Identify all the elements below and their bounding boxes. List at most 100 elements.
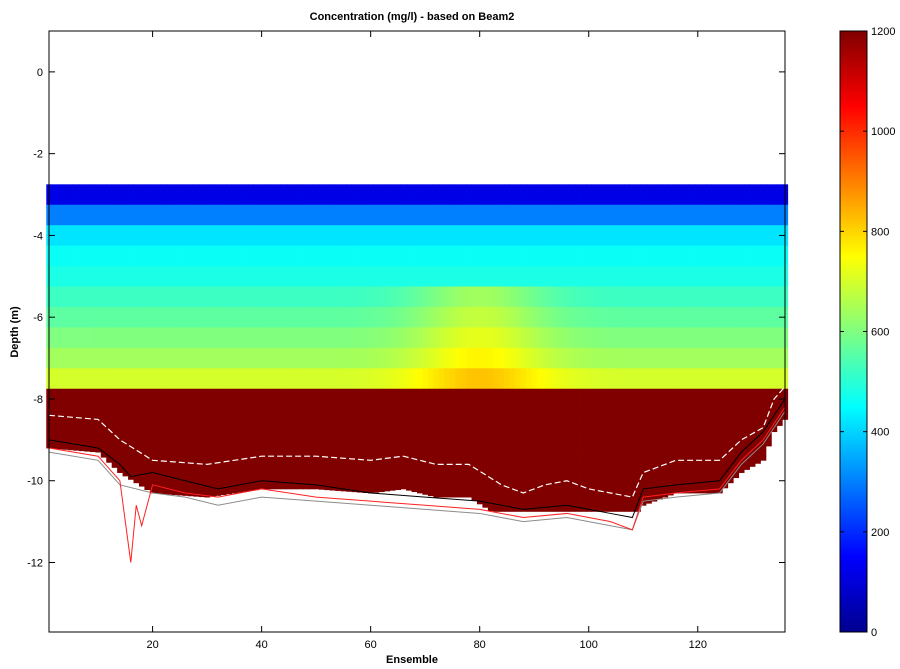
heatmap-cell: [526, 450, 532, 471]
heatmap-cell: [471, 347, 478, 369]
heatmap-cell: [100, 204, 107, 226]
heatmap-cell: [667, 347, 674, 369]
heatmap-cell: [591, 368, 598, 390]
heatmap-cell: [498, 368, 505, 390]
heatmap-cell: [231, 429, 238, 451]
heatmap-cell: [111, 388, 118, 410]
heatmap-cell: [755, 184, 761, 206]
heatmap-cell: [596, 266, 603, 287]
heatmap-cell: [678, 327, 685, 349]
heatmap-cell: [106, 388, 113, 410]
heatmap-cell: [253, 266, 260, 287]
heatmap-cell: [749, 286, 756, 308]
heatmap-cell: [667, 368, 674, 390]
heatmap-cell: [711, 245, 718, 267]
heatmap-cell: [209, 490, 216, 497]
heatmap-cell: [269, 409, 276, 431]
heatmap-cell: [700, 306, 707, 328]
heatmap-cell: [318, 429, 325, 451]
heatmap-cell: [226, 286, 233, 308]
heatmap-cell: [378, 368, 385, 390]
heatmap-cell: [575, 470, 581, 492]
heatmap-cell: [335, 429, 342, 451]
heatmap-cell: [302, 347, 309, 369]
heatmap-cell: [733, 409, 740, 431]
heatmap-cell: [351, 245, 358, 267]
heatmap-cell: [613, 306, 620, 328]
heatmap-cell: [656, 368, 663, 390]
heatmap-cell: [509, 490, 516, 512]
heatmap-cell: [400, 225, 407, 247]
heatmap-cell: [553, 409, 560, 431]
heatmap-cell: [558, 388, 565, 410]
heatmap-cell: [128, 429, 134, 451]
heatmap-cell: [727, 286, 734, 308]
heatmap-cell: [117, 450, 123, 471]
heatmap-cell: [324, 429, 331, 451]
heatmap-cell: [526, 429, 532, 451]
heatmap-cell: [313, 409, 320, 431]
heatmap-cell: [455, 450, 462, 471]
heatmap-cell: [504, 409, 511, 431]
heatmap-cell: [542, 450, 549, 471]
heatmap-cell: [476, 306, 483, 328]
heatmap-cell: [444, 450, 451, 471]
heatmap-cell: [367, 429, 374, 451]
heatmap-cell: [684, 368, 690, 390]
heatmap-cell: [678, 245, 685, 267]
colorbar-tick-label: 200: [871, 527, 889, 539]
heatmap-cell: [678, 204, 685, 226]
heatmap-cell: [515, 184, 521, 206]
heatmap-cell: [280, 409, 287, 431]
heatmap-cell: [204, 450, 211, 471]
heatmap-cell: [640, 204, 647, 226]
heatmap-cell: [678, 225, 685, 247]
heatmap-cell: [286, 368, 293, 390]
heatmap-cell: [738, 409, 745, 431]
heatmap-cell: [138, 286, 145, 308]
heatmap-cell: [155, 286, 162, 308]
heatmap-cell: [504, 225, 511, 247]
heatmap-cell: [122, 450, 129, 471]
heatmap-cell: [389, 266, 396, 287]
heatmap-cell: [509, 225, 516, 247]
heatmap-cell: [106, 429, 113, 451]
heatmap-cell: [378, 266, 385, 287]
heatmap-cell: [476, 470, 483, 492]
heatmap-cell: [122, 429, 129, 451]
heatmap-cell: [471, 388, 478, 410]
heatmap-cell: [78, 327, 85, 349]
heatmap-cell: [313, 204, 320, 226]
heatmap-cell: [684, 470, 690, 492]
heatmap-cell: [198, 490, 205, 498]
heatmap-cell: [215, 266, 222, 287]
heatmap-cell: [329, 245, 336, 267]
heatmap-cell: [700, 347, 707, 369]
heatmap-cell: [722, 306, 729, 328]
heatmap-cell: [460, 409, 467, 431]
heatmap-cell: [455, 327, 462, 349]
heatmap-cell: [324, 286, 331, 308]
heatmap-cell: [209, 470, 216, 492]
heatmap-cell: [744, 327, 750, 349]
heatmap-cell: [553, 245, 560, 267]
heatmap-cell: [722, 429, 729, 451]
heatmap-cell: [667, 286, 674, 308]
heatmap-cell: [422, 388, 429, 410]
heatmap-cell: [645, 204, 652, 226]
heatmap-cell: [613, 286, 620, 308]
heatmap-cell: [640, 327, 647, 349]
heatmap-cell: [673, 429, 680, 451]
heatmap-cell: [253, 245, 260, 267]
heatmap-cell: [155, 450, 162, 471]
heatmap-cell: [204, 347, 211, 369]
heatmap-cell: [215, 368, 222, 390]
heatmap-cell: [705, 347, 712, 369]
heatmap-cell: [253, 286, 260, 308]
heatmap-cell: [417, 368, 423, 390]
heatmap-cell: [553, 184, 560, 206]
heatmap-cell: [635, 347, 641, 369]
heatmap-cell: [673, 306, 680, 328]
heatmap-cell: [318, 306, 325, 328]
heatmap-cell: [395, 245, 402, 267]
